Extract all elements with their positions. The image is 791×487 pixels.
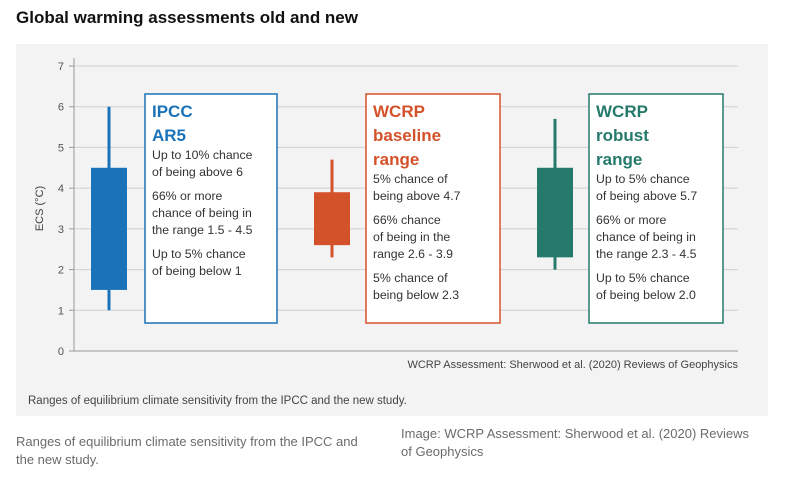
box [537,167,573,258]
panel-title: range [373,150,419,169]
ecs-chart: 0 1 2 3 4 5 6 7 ECS (°C) IPCC AR5 Up to 10% chance o… [28,58,738,407]
image-credit: Image: WCRP Assessment: Sherwood et al. … [401,426,750,459]
panel-note: the range 2.3 - 4.5 [596,247,697,261]
range-panel [144,93,278,324]
panel-note: Up to 10% chance [152,148,253,162]
page-title: Global warming assessments old and new [16,8,358,27]
panel-title: WCRP [373,102,425,121]
panel-note: Up to 5% chance [596,172,690,186]
inner-caption: Ranges of equilibrium climate sensitivit… [28,395,407,407]
panel-title: baseline [373,126,441,145]
chart-figure: 0 1 2 3 4 5 6 7 ECS (°C) IPCC AR5 Up to 10% chance o… [16,44,768,416]
figure-caption: Ranges of equilibrium climate sensitivit… [16,434,358,467]
panel-note: of being below 2.0 [596,288,696,302]
box [314,192,350,246]
panel-note: of being above 5.7 [596,189,697,203]
y-tick-label: 2 [58,265,64,277]
panel-note: 66% chance [373,213,441,227]
panel-note: the range 1.5 - 4.5 [152,223,253,237]
y-tick-label: 3 [58,224,64,236]
panel-note: being below 2.3 [373,288,459,302]
panel-note: chance of being in [596,230,696,244]
panel-note: of being above 6 [152,165,243,179]
panel-title: range [596,150,642,169]
y-tick-label: 1 [58,305,64,317]
panel-title: AR5 [152,126,186,145]
panel-note: 66% or more [152,189,223,203]
panel-title: robust [596,126,649,145]
panel-note: Up to 5% chance [596,271,690,285]
panel-note: of being below 1 [152,264,242,278]
y-tick-label: 7 [58,61,64,73]
range-panel [588,93,724,324]
panel-note: 5% chance of [373,271,448,285]
panel-note: Up to 5% chance [152,247,246,261]
box [91,167,127,290]
source-text: WCRP Assessment: Sherwood et al. (2020) … [407,359,738,371]
panel-title: IPCC [152,102,193,121]
y-tick-label: 5 [58,142,64,154]
range-panel [365,93,501,324]
panel-note: range 2.6 - 3.9 [373,247,453,261]
panel-note: 5% chance of [373,172,448,186]
y-tick-label: 4 [58,183,64,195]
y-tick-label: 6 [58,102,64,114]
y-tick-label: 0 [58,346,64,358]
y-axis-label: ECS (°C) [34,186,46,231]
panel-note: of being in the [373,230,450,244]
panel-title: WCRP [596,102,648,121]
panel-note: chance of being in [152,206,252,220]
panel-note: being above 4.7 [373,189,461,203]
panel-note: 66% or more [596,213,667,227]
